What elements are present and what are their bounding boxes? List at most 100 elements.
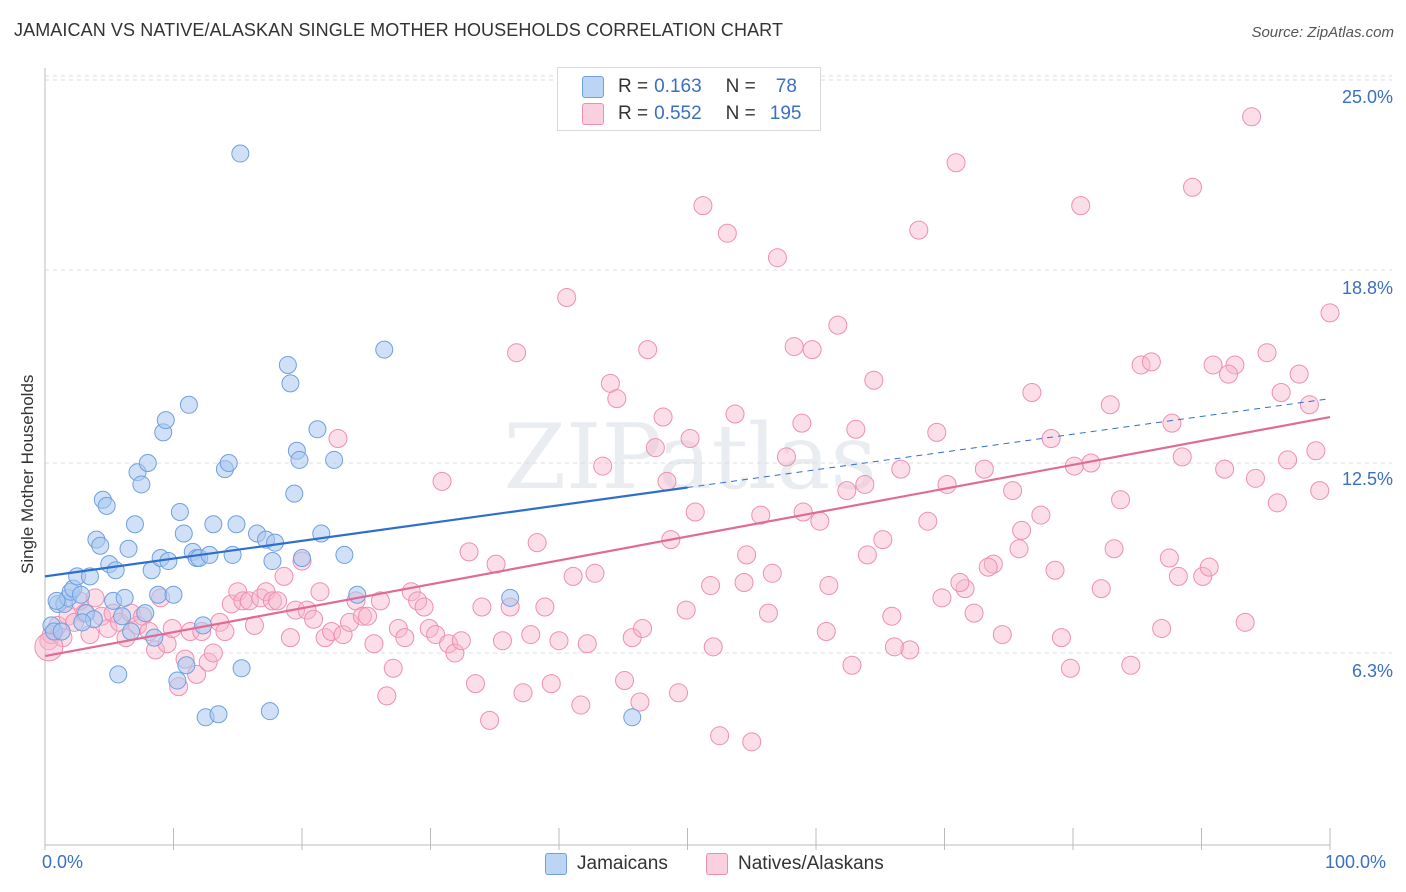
native-point: [358, 606, 378, 626]
jamaicans-trend-extension: [687, 398, 1331, 489]
native-point: [1051, 628, 1071, 648]
native-point: [932, 588, 952, 608]
native-point: [1242, 107, 1262, 127]
native-point: [280, 628, 300, 648]
native-point: [563, 566, 583, 586]
native-point: [364, 634, 384, 654]
native-point: [653, 407, 673, 427]
native-point: [1299, 395, 1319, 415]
native-point: [1104, 539, 1124, 559]
jamaican-point: [115, 588, 134, 607]
native-point: [816, 622, 836, 642]
jamaican-point: [375, 340, 394, 359]
native-point: [256, 582, 276, 602]
native-point: [615, 671, 635, 691]
jamaican-point: [232, 659, 251, 678]
native-point: [310, 582, 330, 602]
jamaican-point: [80, 567, 99, 586]
jamaican-point: [501, 588, 520, 607]
jamaican-point: [156, 411, 175, 430]
trend-lines: [44, 398, 1331, 658]
native-point: [676, 600, 696, 620]
jamaican-point: [125, 515, 144, 534]
legend-r-label: R =: [618, 103, 649, 124]
native-point: [900, 640, 920, 660]
jamaican-point: [335, 545, 354, 564]
native-point: [383, 658, 403, 678]
native-point: [215, 622, 235, 642]
native-point: [1009, 539, 1029, 559]
y-axis-label: Single Mother Households: [18, 374, 37, 574]
native-point: [950, 572, 970, 592]
legend-n-label: N =: [725, 76, 756, 97]
native-point: [585, 563, 605, 583]
native-point: [203, 643, 223, 663]
native-point: [1183, 177, 1203, 197]
native-point: [884, 637, 904, 657]
native-point: [1245, 468, 1265, 488]
native-point: [793, 502, 813, 522]
native-point: [657, 471, 677, 491]
native-point: [633, 618, 653, 638]
jamaican-point: [174, 524, 193, 543]
jamaican-point: [263, 552, 282, 571]
native-point: [1152, 618, 1172, 638]
native-point: [1257, 343, 1277, 363]
native-point: [414, 597, 434, 617]
native-point: [541, 674, 561, 694]
native-point: [1320, 303, 1340, 323]
native-point: [1168, 566, 1188, 586]
native-point: [1203, 355, 1223, 375]
native-point: [802, 340, 822, 360]
bottom-legend-natives: Natives/Alaskans: [706, 852, 884, 876]
native-point: [964, 603, 984, 623]
jamaican-point: [290, 450, 309, 469]
native-point: [304, 609, 324, 629]
jamaican-point: [106, 561, 125, 580]
jamaican-point: [122, 622, 141, 641]
native-point: [638, 340, 658, 360]
native-point: [370, 591, 390, 611]
native-point: [607, 389, 627, 409]
native-point: [837, 481, 857, 501]
native-point: [1289, 364, 1309, 384]
native-point: [1121, 655, 1141, 675]
jamaican-point: [177, 656, 196, 675]
correlation-legend: R = 0.163 N = 78 R = 0.552 N = 195: [557, 67, 821, 131]
native-point: [577, 634, 597, 654]
native-point: [1012, 520, 1032, 540]
jamaican-point: [623, 708, 642, 727]
native-point: [507, 343, 527, 363]
native-point: [328, 428, 348, 448]
native-point: [891, 459, 911, 479]
native-point: [1310, 481, 1330, 501]
native-point: [1100, 395, 1120, 415]
x-tick-0: 0.0%: [42, 852, 84, 872]
native-point: [1060, 658, 1080, 678]
native-point: [758, 603, 778, 623]
native-point: [955, 579, 975, 599]
legend-n-value: 78: [775, 76, 797, 97]
native-point: [864, 370, 884, 390]
native-point: [480, 710, 500, 730]
native-point: [340, 612, 360, 632]
native-point: [1131, 355, 1151, 375]
jamaican-point: [132, 475, 151, 494]
native-point: [1267, 493, 1287, 513]
native-point: [701, 576, 721, 596]
bottom-legend-label-jamaicans: Jamaicans: [577, 853, 668, 874]
jamaican-point: [136, 604, 155, 623]
native-point: [792, 413, 812, 433]
jamaican-point: [138, 454, 157, 472]
jamaican-point: [227, 515, 246, 534]
native-point: [857, 545, 877, 565]
legend-swatch-jamaicans: [582, 76, 604, 98]
legend-r-label: R =: [618, 76, 649, 97]
native-point: [819, 576, 839, 596]
native-point: [737, 545, 757, 565]
native-point: [918, 511, 938, 531]
native-point: [978, 557, 998, 577]
native-point: [1278, 450, 1298, 470]
native-point: [251, 588, 271, 608]
